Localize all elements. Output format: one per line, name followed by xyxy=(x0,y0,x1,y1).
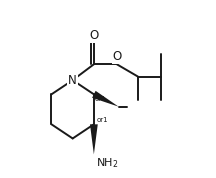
Polygon shape xyxy=(90,124,98,154)
Text: O: O xyxy=(89,29,98,42)
Text: N: N xyxy=(68,74,77,87)
Text: or1: or1 xyxy=(97,117,108,123)
Polygon shape xyxy=(92,91,119,107)
Text: O: O xyxy=(112,50,121,63)
Text: NH$_2$: NH$_2$ xyxy=(96,156,118,170)
Text: or1: or1 xyxy=(95,96,106,102)
